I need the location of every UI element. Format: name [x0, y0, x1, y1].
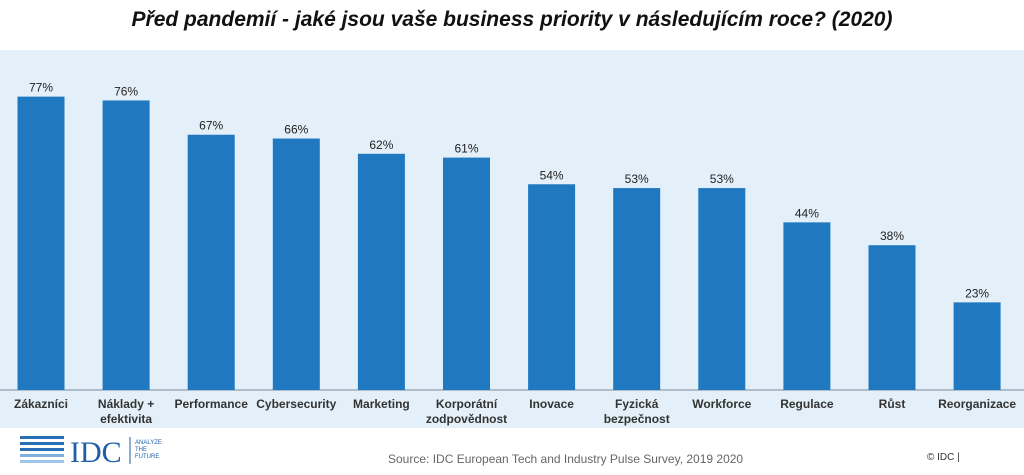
- tick-label: Performance: [175, 397, 249, 411]
- data-label: 38%: [880, 229, 904, 243]
- tick-label: Workforce: [692, 397, 751, 411]
- bar: [528, 184, 576, 390]
- tick-label: efektivita: [100, 412, 152, 426]
- idc-logo: IDC ANALYZE THE FUTURE: [20, 432, 200, 473]
- data-label: 53%: [710, 172, 734, 186]
- tick-label: Náklady +: [98, 397, 154, 411]
- tick-label: zodpovědnost: [426, 412, 507, 426]
- data-label: 53%: [625, 172, 649, 186]
- data-label: 54%: [540, 168, 564, 182]
- bar: [783, 222, 831, 390]
- data-label: 61%: [454, 142, 478, 156]
- svg-text:FUTURE: FUTURE: [135, 454, 159, 460]
- data-label: 77%: [29, 81, 53, 95]
- data-label: 62%: [369, 138, 393, 152]
- source-note: Source: IDC European Tech and Industry P…: [388, 452, 744, 466]
- tick-label: bezpečnost: [604, 412, 670, 426]
- tick-label: Cybersecurity: [256, 397, 336, 411]
- data-label: 44%: [795, 206, 819, 220]
- bar-chart: 77% Zákazníci 76% Náklady +efektivita 67% Per…: [0, 81, 1024, 426]
- tick-label: Regulace: [780, 397, 834, 411]
- bar: [613, 188, 661, 390]
- bar: [17, 96, 65, 390]
- tick-label: Korporátní: [436, 397, 498, 411]
- bar: [953, 302, 1001, 390]
- tick-label: Fyzická: [615, 397, 659, 411]
- tick-label: Reorganizace: [938, 397, 1016, 411]
- tick-label: Marketing: [353, 397, 410, 411]
- tick-label: Inovace: [529, 397, 574, 411]
- bar: [443, 157, 490, 390]
- bar: [698, 188, 746, 390]
- svg-text:THE: THE: [135, 447, 147, 453]
- bar: [868, 245, 916, 390]
- data-label: 76%: [114, 84, 138, 98]
- tick-label: Růst: [879, 397, 906, 411]
- data-label: 67%: [199, 119, 223, 133]
- chart-title: Před pandemií - jaké jsou vaše business …: [131, 8, 893, 31]
- svg-text:IDC: IDC: [70, 436, 122, 468]
- svg-text:ANALYZE: ANALYZE: [135, 440, 162, 446]
- data-label: 66%: [284, 123, 308, 137]
- bar: [102, 100, 150, 390]
- data-label: 23%: [965, 286, 989, 300]
- tick-label: Zákazníci: [14, 397, 68, 411]
- copyright: © IDC |: [927, 452, 960, 463]
- bar: [187, 134, 235, 390]
- bar: [357, 153, 405, 390]
- chart-background: [0, 50, 1024, 428]
- bar: [272, 138, 320, 390]
